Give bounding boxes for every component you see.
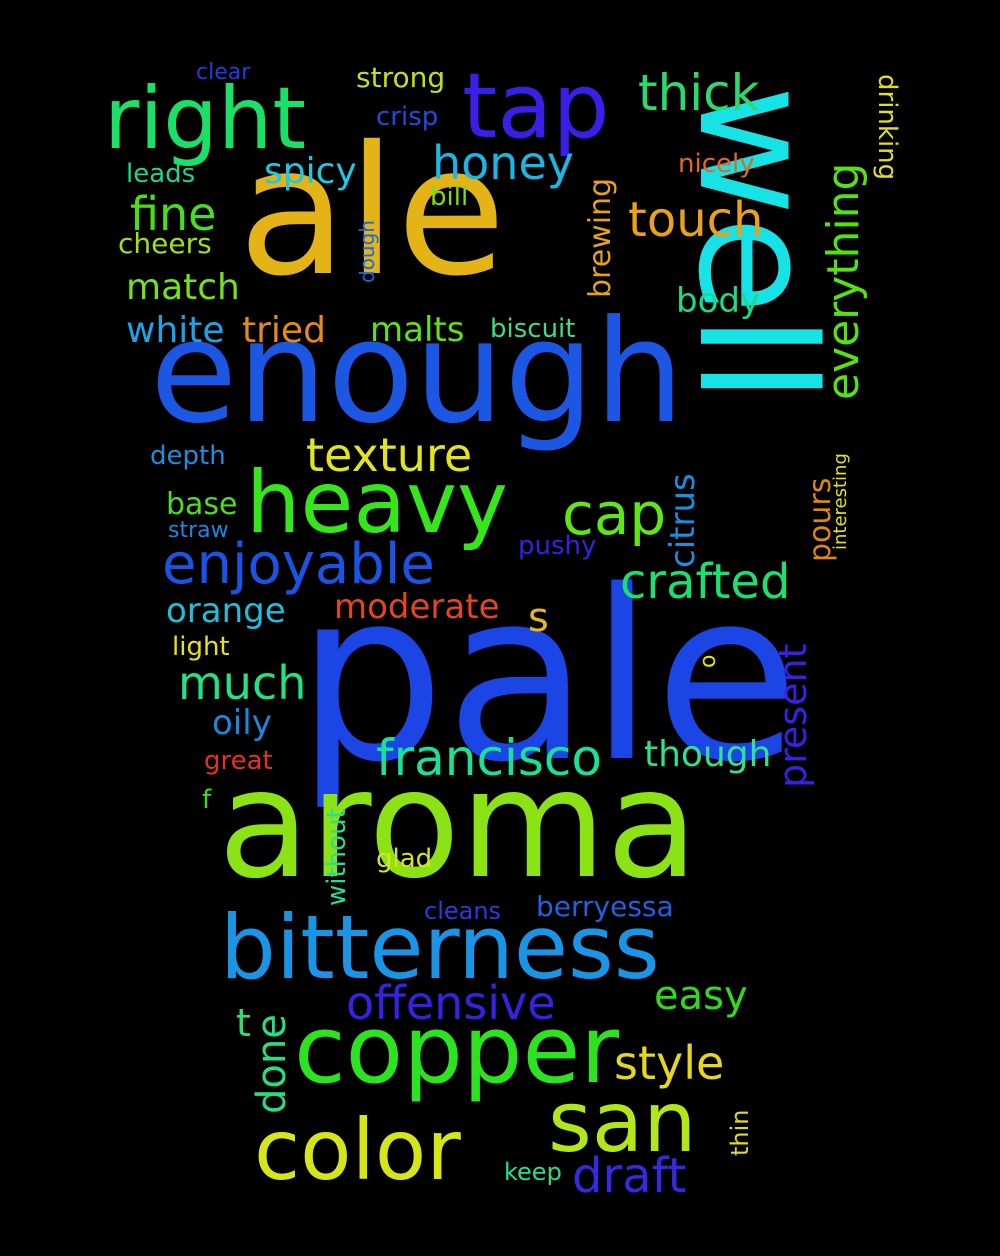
word-everything: everything	[818, 162, 869, 401]
word-leads: leads	[126, 159, 196, 189]
word-right: right	[104, 69, 307, 169]
word-oily: oily	[212, 703, 272, 743]
word-strong: strong	[356, 61, 446, 94]
word-s: s	[528, 595, 549, 641]
word-done: done	[249, 1014, 295, 1114]
word-f: f	[202, 785, 212, 815]
word-enough: enough	[150, 290, 685, 455]
word-base: base	[166, 487, 238, 522]
word-o: o	[696, 654, 721, 668]
word-interesting: interesting	[830, 453, 851, 550]
word-match: match	[126, 267, 240, 308]
word-dough: dough	[355, 220, 379, 283]
word-fine: fine	[130, 187, 217, 241]
word-orange: orange	[166, 591, 286, 631]
word-san: san	[548, 1073, 697, 1171]
word-ale: ale	[238, 108, 507, 315]
word-without: without	[322, 808, 352, 906]
word-glad: glad	[376, 844, 433, 874]
word-cleans: cleans	[424, 897, 502, 925]
word-spicy: spicy	[264, 151, 357, 192]
word-depth: depth	[150, 441, 226, 471]
word-brewing: brewing	[583, 177, 618, 298]
word-malts: malts	[370, 310, 465, 350]
word-though: though	[644, 734, 772, 775]
word-cap: cap	[562, 480, 667, 548]
word-texture: texture	[306, 428, 473, 482]
word-crafted: crafted	[620, 554, 791, 610]
word-present: present	[771, 643, 815, 788]
word-color: color	[254, 1101, 461, 1199]
word-francisco: francisco	[376, 729, 603, 787]
word-bitterness: bitterness	[220, 896, 660, 999]
word-pale: pale	[296, 541, 800, 814]
word-moderate: moderate	[334, 587, 500, 627]
word-offensive: offensive	[346, 976, 556, 1030]
word-much: much	[178, 656, 307, 710]
word-nicely: nicely	[678, 149, 755, 179]
word-aroma: aroma	[218, 738, 699, 912]
word-crisp: crisp	[376, 102, 439, 132]
word-easy: easy	[654, 973, 748, 1019]
word-light: light	[172, 632, 230, 662]
word-drinking: drinking	[872, 74, 902, 181]
word-tried: tried	[242, 310, 326, 351]
word-straw: straw	[168, 518, 229, 543]
word-draft: draft	[572, 1148, 687, 1204]
word-tap: tap	[462, 54, 610, 159]
word-biscuit: biscuit	[490, 314, 576, 344]
word-citrus: citrus	[663, 473, 703, 568]
word-keep: keep	[504, 1158, 562, 1186]
word-pushy: pushy	[518, 531, 597, 561]
word-t: t	[236, 1001, 251, 1045]
word-great: great	[204, 746, 273, 776]
word-enjoyable: enjoyable	[162, 532, 435, 597]
word-bill: bill	[430, 182, 469, 212]
word-thick: thick	[638, 64, 760, 122]
word-white: white	[126, 310, 225, 351]
word-honey: honey	[432, 136, 574, 190]
word-copper: copper	[294, 996, 620, 1105]
word-style: style	[614, 1036, 725, 1090]
word-heavy: heavy	[246, 453, 508, 553]
word-touch: touch	[628, 192, 764, 248]
word-thin: thin	[726, 1109, 754, 1157]
word-body: body	[676, 281, 761, 321]
word-cheers: cheers	[118, 227, 212, 260]
word-clear: clear	[196, 60, 251, 85]
word-berryessa: berryessa	[536, 890, 674, 923]
